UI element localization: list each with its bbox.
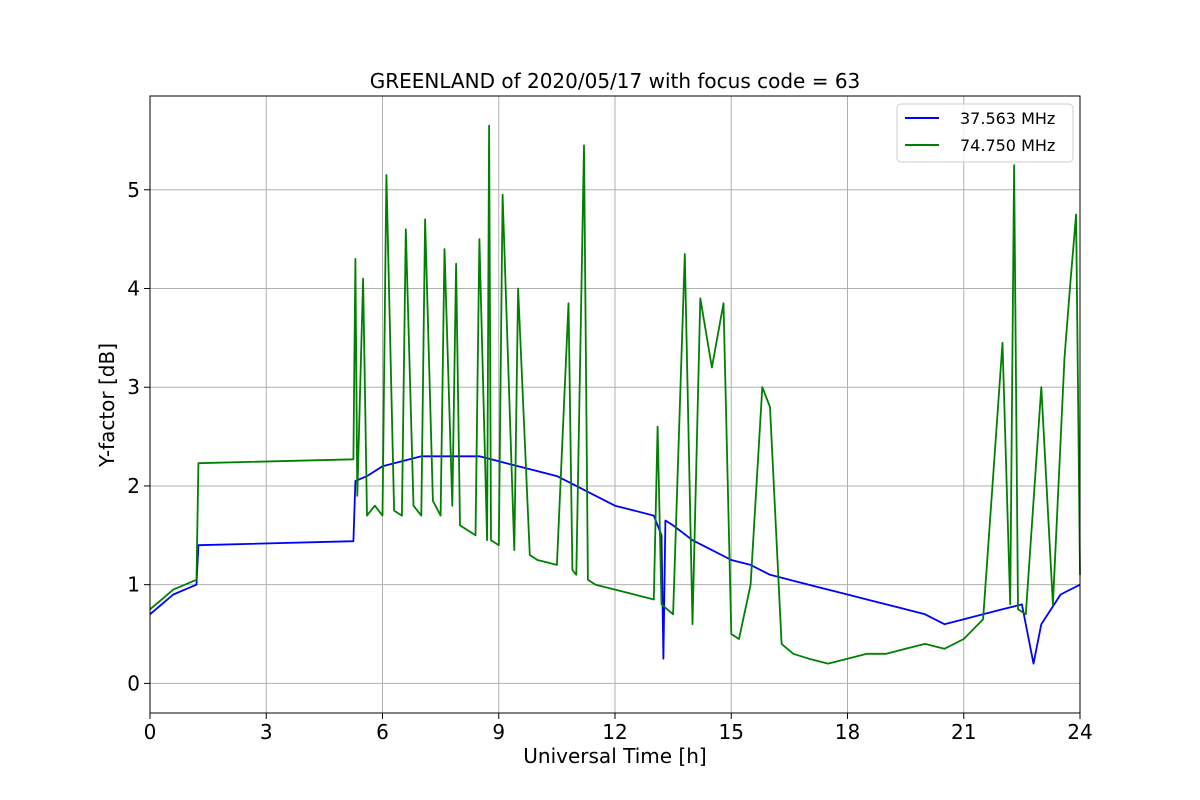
legend: 37.563 MHz 74.750 MHz [896,103,1074,163]
y-tick-label: 4 [127,277,140,301]
y-tick-label: 3 [127,375,140,399]
y-tick-label: 0 [127,671,140,695]
series-line-37mhz [149,455,1081,665]
y-tick-label: 1 [127,573,140,597]
series-lines [149,124,1081,665]
y-tick-label: 5 [127,178,140,202]
x-tick-label: 18 [835,720,860,744]
y-tick-label: 2 [127,474,140,498]
chart-title: GREENLAND of 2020/05/17 with focus code … [370,69,861,93]
x-tick-label: 21 [951,720,976,744]
x-tick-label: 6 [376,720,389,744]
x-tick-label: 15 [719,720,744,744]
legend-label-37mhz: 37.563 MHz [960,109,1055,128]
x-tick-label: 12 [602,720,627,744]
y-axis-label: Y-factor [dB] [95,343,119,468]
x-axis-label: Universal Time [h] [523,744,706,768]
x-tick-label: 9 [492,720,505,744]
legend-label-74mhz: 74.750 MHz [960,136,1055,155]
legend-box [896,103,1074,163]
x-tick-label: 24 [1067,720,1092,744]
grid [150,96,1080,713]
x-tick-label: 3 [260,720,273,744]
x-tick-label: 0 [144,720,157,744]
series-line-74mhz [149,124,1081,665]
